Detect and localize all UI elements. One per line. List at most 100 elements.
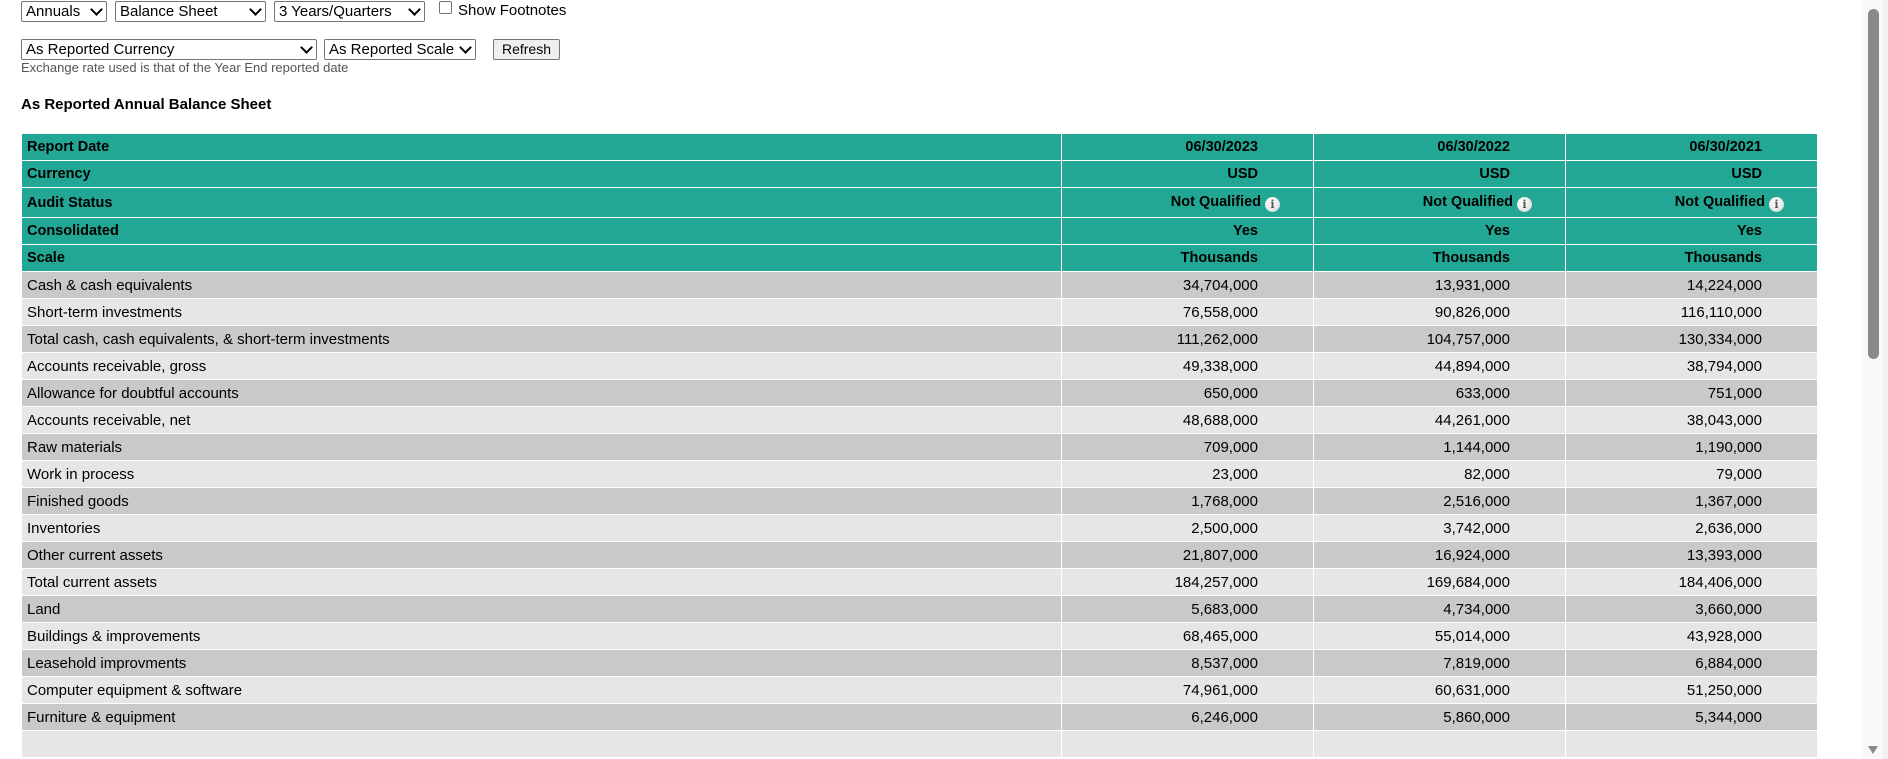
table-row: Work in process 23,000 82,000 79,000: [21, 460, 1818, 488]
row-value: 184,257,000: [1061, 568, 1314, 596]
row-label: Finished goods: [21, 487, 1062, 515]
row-value: 1,367,000: [1565, 487, 1818, 515]
header-value: Thousands: [1313, 244, 1566, 272]
row-value: 650,000: [1061, 379, 1314, 407]
chevron-down-icon: [300, 41, 313, 54]
row-value: 184,406,000: [1565, 568, 1818, 596]
range-select[interactable]: 3 Years/Quarters: [274, 1, 425, 22]
row-value: 55,014,000: [1313, 622, 1566, 650]
info-icon[interactable]: i: [1265, 196, 1280, 212]
row-value: 82,000: [1313, 460, 1566, 488]
row-value: 13,931,000: [1313, 271, 1566, 299]
table-row: Accounts receivable, net 48,688,000 44,261…: [21, 406, 1818, 434]
row-value: [1565, 730, 1818, 758]
header-label: Scale: [21, 244, 1062, 272]
row-value: 111,262,000: [1061, 325, 1314, 353]
row-label: Work in process: [21, 460, 1062, 488]
row-value: 38,794,000: [1565, 352, 1818, 380]
header-label: Report Date: [21, 133, 1062, 161]
row-value: 1,768,000: [1061, 487, 1314, 515]
row-value: 8,537,000: [1061, 649, 1314, 677]
row-value: 6,246,000: [1061, 703, 1314, 731]
info-icon[interactable]: i: [1517, 196, 1532, 212]
table-row: Total current assets 184,257,000 169,684,0…: [21, 568, 1818, 596]
scrollbar-thumb[interactable]: [1868, 9, 1879, 359]
show-footnotes-label[interactable]: Show Footnotes: [458, 2, 567, 19]
table-row: Inventories 2,500,000 3,742,000 2,636,000: [21, 514, 1818, 542]
header-row-scale: Scale Thousands Thousands Thousands: [21, 244, 1818, 272]
row-value: 709,000: [1061, 433, 1314, 461]
table-row: Leasehold improvments 8,537,000 7,819,000 6…: [21, 649, 1818, 677]
row-label: Furniture & equipment: [21, 703, 1062, 731]
table-row: Finished goods 1,768,000 2,516,000 1,367,00…: [21, 487, 1818, 515]
table-row: Furniture & equipment 6,246,000 5,860,000 5…: [21, 703, 1818, 731]
row-value: 3,742,000: [1313, 514, 1566, 542]
row-label: Inventories: [21, 514, 1062, 542]
vertical-scrollbar[interactable]: [1863, 0, 1883, 759]
header-value: Thousands: [1061, 244, 1314, 272]
row-value: 16,924,000: [1313, 541, 1566, 569]
scale-select[interactable]: As Reported Scale: [324, 39, 476, 60]
row-value: 44,894,000: [1313, 352, 1566, 380]
header-value: 06/30/2022: [1313, 133, 1566, 161]
audit-status-cell: Not Qualified i: [1313, 187, 1566, 218]
row-label: Other current assets: [21, 541, 1062, 569]
row-value: 13,393,000: [1565, 541, 1818, 569]
row-label: Computer equipment & software: [21, 676, 1062, 704]
row-value: 79,000: [1565, 460, 1818, 488]
row-value: 74,961,000: [1061, 676, 1314, 704]
header-row-audit-status: Audit Status Not Qualified i Not Qualifie…: [21, 187, 1818, 218]
table-row: Computer equipment & software 74,961,000 6…: [21, 676, 1818, 704]
row-value: 51,250,000: [1565, 676, 1818, 704]
row-value: 1,144,000: [1313, 433, 1566, 461]
row-label: Leasehold improvments: [21, 649, 1062, 677]
row-value: 23,000: [1061, 460, 1314, 488]
info-icon[interactable]: i: [1769, 196, 1784, 212]
row-label: Cash & cash equivalents: [21, 271, 1062, 299]
refresh-button[interactable]: Refresh: [493, 39, 560, 60]
row-label: Total current assets: [21, 568, 1062, 596]
header-label: Consolidated: [21, 217, 1062, 245]
chevron-down-icon: [408, 3, 421, 16]
row-label: [21, 730, 1062, 758]
header-row-report-date: Report Date 06/30/2023 06/30/2022 06/30/…: [21, 133, 1818, 161]
row-label: Accounts receivable, gross: [21, 352, 1062, 380]
row-value: 5,683,000: [1061, 595, 1314, 623]
row-value: 169,684,000: [1313, 568, 1566, 596]
row-value: 5,860,000: [1313, 703, 1566, 731]
row-value: 2,636,000: [1565, 514, 1818, 542]
row-value: 7,819,000: [1313, 649, 1566, 677]
table-row: Raw materials 709,000 1,144,000 1,190,000: [21, 433, 1818, 461]
table-row: [21, 730, 1818, 758]
table-row: Short-term investments 76,558,000 90,826,0…: [21, 298, 1818, 326]
header-value: USD: [1565, 160, 1818, 188]
header-value: Yes: [1313, 217, 1566, 245]
row-value: 34,704,000: [1061, 271, 1314, 299]
row-value: 76,558,000: [1061, 298, 1314, 326]
chevron-down-icon: [459, 41, 472, 54]
header-value: USD: [1061, 160, 1314, 188]
show-footnotes-checkbox[interactable]: [439, 1, 452, 14]
row-value: 90,826,000: [1313, 298, 1566, 326]
currency-select[interactable]: As Reported Currency: [21, 39, 317, 60]
header-value: Yes: [1061, 217, 1314, 245]
report-title: As Reported Annual Balance Sheet: [21, 96, 272, 113]
row-value: 44,261,000: [1313, 406, 1566, 434]
chevron-down-icon: [90, 3, 103, 16]
row-value: 633,000: [1313, 379, 1566, 407]
header-value: 06/30/2023: [1061, 133, 1314, 161]
scroll-down-arrow-icon[interactable]: [1868, 746, 1878, 754]
window-edge: [1883, 0, 1888, 759]
header-value: Yes: [1565, 217, 1818, 245]
row-value: 751,000: [1565, 379, 1818, 407]
header-label: Audit Status: [21, 187, 1062, 218]
row-value: 116,110,000: [1565, 298, 1818, 326]
row-label: Raw materials: [21, 433, 1062, 461]
row-label: Accounts receivable, net: [21, 406, 1062, 434]
audit-status-cell: Not Qualified i: [1565, 187, 1818, 218]
statement-select[interactable]: Balance Sheet: [115, 1, 266, 22]
chevron-down-icon: [249, 3, 262, 16]
header-row-currency: Currency USD USD USD: [21, 160, 1818, 188]
row-value: 6,884,000: [1565, 649, 1818, 677]
period-select[interactable]: Annuals: [21, 1, 107, 22]
